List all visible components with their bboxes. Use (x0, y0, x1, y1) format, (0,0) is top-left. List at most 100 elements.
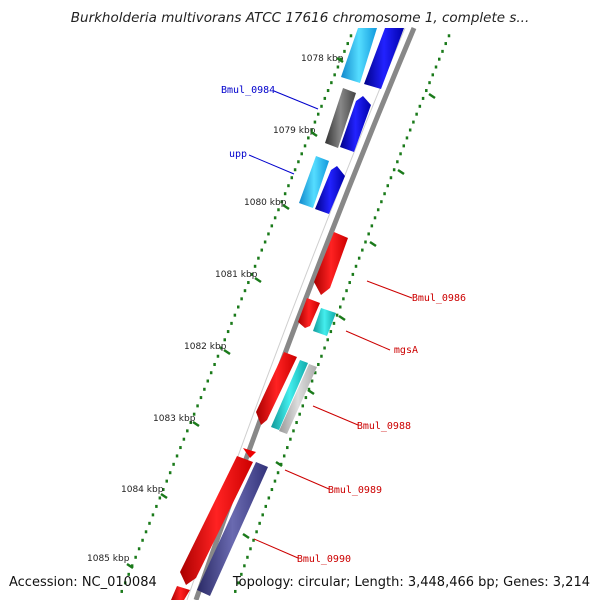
gene-label: Bmul_0990 (297, 554, 351, 565)
outer-ruler-dot (437, 57, 441, 61)
inner-ruler-dot (330, 81, 333, 85)
outer-ruler-dot (389, 176, 393, 180)
inner-ruler-dot (155, 504, 158, 508)
inner-ruler-dot (209, 371, 213, 375)
ruler-tick-label: 1079 kbp (273, 126, 316, 136)
inner-ruler-dot (144, 530, 148, 534)
outer-ruler-dot (402, 144, 406, 148)
inner-ruler-dot (243, 289, 247, 293)
inner-ruler-dot (316, 112, 320, 116)
inner-ruler-dot (230, 321, 233, 325)
outer-ruler-dot (361, 248, 364, 252)
outer-ruler-tick (428, 92, 436, 100)
inner-ruler-dot (270, 224, 274, 228)
gene-label: upp (229, 149, 247, 160)
inner-ruler-dot (179, 446, 182, 450)
ruler-tick-label: 1081 kbp (215, 270, 258, 280)
outer-ruler-dot (415, 112, 418, 116)
outer-ruler-dot (396, 160, 399, 164)
inner-ruler-dot (162, 488, 165, 492)
outer-ruler-dot (282, 454, 286, 458)
inner-ruler-dots (120, 34, 353, 593)
inner-ruler-dot (293, 168, 297, 172)
inner-ruler-dot (277, 208, 280, 212)
outer-ruler-dot (364, 240, 367, 244)
ruler-tick-label: 1085 kbp (87, 554, 130, 564)
outer-ruler-dot (304, 396, 308, 400)
outer-ruler-dot (339, 305, 342, 309)
inner-ruler-dot (300, 152, 303, 156)
gene-arrow-bmul-0988 (256, 352, 297, 425)
outer-ruler-dot (408, 128, 412, 132)
outer-ruler-dot (380, 200, 383, 204)
inner-ruler-dot (273, 216, 277, 220)
inner-ruler-dot (260, 248, 264, 252)
gene-arrow-forward-1 (341, 28, 377, 83)
outer-ruler-dot (264, 504, 268, 508)
gene-arrow-bmul-0988-gray (279, 364, 317, 434)
gene-label: Bmul_0988 (357, 421, 411, 432)
inner-ruler-dot (280, 200, 284, 204)
topology-label: Topology: circular; Length: 3,448,466 bp… (232, 575, 590, 590)
inner-ruler-dot (148, 521, 151, 525)
outer-ruler-dot (444, 42, 447, 46)
outer-ruler-dot (351, 272, 355, 276)
inner-ruler-dot (158, 496, 162, 500)
ruler-tick-label: 1084 kbp (121, 485, 164, 495)
inner-ruler-dot (346, 42, 349, 46)
inner-ruler-dot (151, 513, 155, 517)
gene-arrow-bmul-0986b (298, 298, 320, 328)
inner-ruler-dot (237, 305, 240, 309)
inner-ruler-dot (290, 176, 294, 180)
outer-ruler-dot (386, 184, 390, 188)
gene-leader-line (312, 405, 359, 426)
outer-ruler-dot (246, 555, 249, 559)
ruler-tick-mark (223, 348, 231, 356)
outer-ruler-dot (323, 346, 326, 350)
outer-ruler-dot (261, 513, 264, 517)
inner-ruler-dot (310, 128, 313, 132)
inner-ruler-dot (172, 462, 175, 466)
gene-arrow-bmul-0986 (314, 232, 348, 295)
inner-ruler-dot (192, 412, 196, 416)
inner-ruler-dot (137, 547, 141, 551)
inner-ruler-dot (127, 572, 130, 576)
ruler-tick-mark (336, 56, 344, 64)
inner-ruler-dot (240, 297, 243, 301)
outer-ruler-tick (397, 168, 405, 176)
outer-ruler-dot (412, 120, 415, 124)
inner-ruler-dot (343, 49, 346, 53)
gene-arrow-mgsA (313, 308, 336, 336)
ruler-tick-label: 1080 kbp (244, 198, 287, 208)
gene-arrow-upp-light (299, 156, 329, 208)
gene-leader-line (366, 280, 413, 299)
inner-ruler-dot (267, 232, 270, 236)
ruler-tick-labels: 1078 kbp 1079 kbp 1080 kbp 1081 kbp 1082 kbp… (87, 54, 344, 570)
gene-arrow-bottom-red (171, 586, 190, 600)
inner-ruler-dot (141, 538, 144, 542)
inner-ruler-dot (349, 34, 353, 38)
outer-ruler-dot (431, 73, 435, 77)
outer-ruler-dot (342, 297, 345, 301)
outer-ruler-tick (338, 314, 346, 322)
gene-leader-line (273, 90, 319, 110)
gene-arrow-forward-2 (364, 28, 404, 89)
gene-arrow-forward-3 (340, 96, 371, 152)
ruler-tick-mark (160, 492, 168, 500)
outer-ruler-dot (399, 152, 402, 156)
inner-ruler-dot (120, 589, 123, 593)
outer-ruler-dot (320, 354, 323, 358)
inner-ruler-dot (186, 429, 189, 433)
inner-ruler-dot (283, 192, 287, 196)
outer-ruler-dot (276, 471, 280, 475)
outer-ruler-dot (405, 136, 409, 140)
outer-ruler-tick (242, 532, 250, 540)
inner-ruler-dot (336, 65, 340, 69)
outer-ruler-tick (275, 460, 283, 468)
outer-ruler-dot (373, 216, 377, 220)
outer-ruler-dot (326, 338, 329, 342)
outer-ruler-dot (428, 81, 431, 85)
gene-leader-line (345, 330, 391, 351)
outer-ruler-dot (310, 379, 314, 383)
